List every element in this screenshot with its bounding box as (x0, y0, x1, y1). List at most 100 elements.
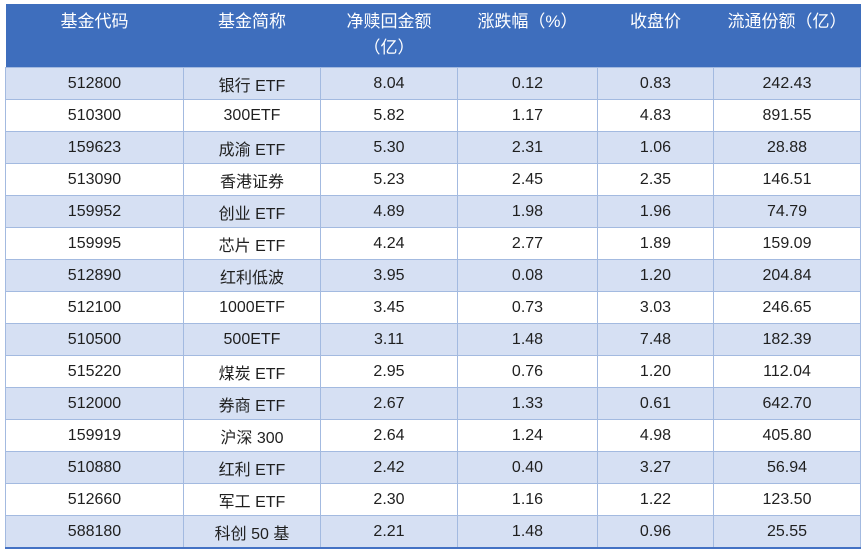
column-header-line: 基金简称 (218, 12, 286, 31)
table-row: 159995 芯片 ETF 4.24 2.77 1.89 159.09 (5, 227, 861, 260)
table-cell: 2.31 (457, 131, 598, 164)
table-cell: 25.55 (713, 515, 861, 549)
table-cell: 2.95 (320, 355, 458, 388)
table-cell: 2.67 (320, 387, 458, 420)
table-cell: 1.96 (597, 195, 714, 228)
table-cell: 创业 ETF (183, 195, 321, 228)
table-cell: 2.30 (320, 483, 458, 516)
table-cell: 0.12 (457, 67, 598, 100)
table-cell: 红利 ETF (183, 451, 321, 484)
table-cell: 3.27 (597, 451, 714, 484)
table-row: 515220 煤炭 ETF 2.95 0.76 1.20 112.04 (5, 355, 861, 388)
table-cell: 香港证券 (183, 163, 321, 196)
table-cell: 512890 (5, 259, 184, 292)
table-cell: 0.76 (457, 355, 598, 388)
table-cell: 1.22 (597, 483, 714, 516)
table-row: 512100 1000ETF 3.45 0.73 3.03 246.65 (5, 291, 861, 324)
column-header-5: 流通份额（亿） (713, 4, 861, 68)
column-header-line: 流通份额（亿） (727, 12, 847, 31)
table-cell: 1.33 (457, 387, 598, 420)
column-header-line: （亿） (363, 38, 415, 57)
table-row: 512890 红利低波 3.95 0.08 1.20 204.84 (5, 259, 861, 292)
table-cell: 588180 (5, 515, 184, 549)
table-cell: 4.24 (320, 227, 458, 260)
table-cell: 0.08 (457, 259, 598, 292)
table-cell: 891.55 (713, 99, 861, 132)
table-cell: 512660 (5, 483, 184, 516)
table-cell: 4.98 (597, 419, 714, 452)
table-row: 512000 券商 ETF 2.67 1.33 0.61 642.70 (5, 387, 861, 420)
table-cell: 513090 (5, 163, 184, 196)
table-cell: 2.45 (457, 163, 598, 196)
column-header-line: 收盘价 (630, 12, 681, 31)
table-cell: 512000 (5, 387, 184, 420)
table-cell: 科创 50 基 (183, 515, 321, 549)
table-cell: 1.89 (597, 227, 714, 260)
table-cell: 74.79 (713, 195, 861, 228)
table-cell: 1000ETF (183, 291, 321, 324)
column-header-1: 基金简称 (183, 4, 321, 68)
table-cell: 0.96 (597, 515, 714, 549)
table-cell: 5.82 (320, 99, 458, 132)
table-cell: 500ETF (183, 323, 321, 356)
table-cell: 159.09 (713, 227, 861, 260)
table-cell: 3.95 (320, 259, 458, 292)
table-cell: 芯片 ETF (183, 227, 321, 260)
table-cell: 成渝 ETF (183, 131, 321, 164)
table-cell: 5.23 (320, 163, 458, 196)
table-cell: 2.64 (320, 419, 458, 452)
table-cell: 1.48 (457, 515, 598, 549)
table-cell: 123.50 (713, 483, 861, 516)
table-cell: 642.70 (713, 387, 861, 420)
table-cell: 146.51 (713, 163, 861, 196)
table-cell: 5.30 (320, 131, 458, 164)
table-cell: 红利低波 (183, 259, 321, 292)
table-cell: 204.84 (713, 259, 861, 292)
table-cell: 2.42 (320, 451, 458, 484)
column-header-3: 涨跌幅（%） (457, 4, 598, 68)
table-cell: 159919 (5, 419, 184, 452)
table-cell: 券商 ETF (183, 387, 321, 420)
table-cell: 28.88 (713, 131, 861, 164)
table-cell: 1.17 (457, 99, 598, 132)
table-header: 基金代码 基金简称 净赎回金额 （亿） 涨跌幅（%） 收盘价 流通份额（亿） (5, 4, 861, 68)
table-row: 513090 香港证券 5.23 2.45 2.35 146.51 (5, 163, 861, 196)
table-cell: 512100 (5, 291, 184, 324)
column-header-0: 基金代码 (5, 4, 184, 68)
table-cell: 银行 ETF (183, 67, 321, 100)
table-cell: 159623 (5, 131, 184, 164)
column-header-line: 涨跌幅（%） (477, 12, 578, 31)
table-cell: 56.94 (713, 451, 861, 484)
table-cell: 3.03 (597, 291, 714, 324)
table-cell: 246.65 (713, 291, 861, 324)
fund-table: 基金代码 基金简称 净赎回金额 （亿） 涨跌幅（%） 收盘价 流通份额（亿） 512800 银… (5, 4, 861, 549)
table-cell: 1.24 (457, 419, 598, 452)
table-row: 159952 创业 ETF 4.89 1.98 1.96 74.79 (5, 195, 861, 228)
table-cell: 1.98 (457, 195, 598, 228)
table-cell: 4.83 (597, 99, 714, 132)
column-header-line: 净赎回金额 (346, 12, 432, 31)
table-row: 510300 300ETF 5.82 1.17 4.83 891.55 (5, 99, 861, 132)
table-cell: 4.89 (320, 195, 458, 228)
table-row: 512660 军工 ETF 2.30 1.16 1.22 123.50 (5, 483, 861, 516)
header-row: 基金代码 基金简称 净赎回金额 （亿） 涨跌幅（%） 收盘价 流通份额（亿） (5, 4, 861, 68)
table-cell: 0.73 (457, 291, 598, 324)
table-row: 512800 银行 ETF 8.04 0.12 0.83 242.43 (5, 67, 861, 100)
table-cell: 510300 (5, 99, 184, 132)
table-cell: 0.83 (597, 67, 714, 100)
table-cell: 510880 (5, 451, 184, 484)
table-cell: 242.43 (713, 67, 861, 100)
table-cell: 182.39 (713, 323, 861, 356)
table-cell: 405.80 (713, 419, 861, 452)
table-cell: 510500 (5, 323, 184, 356)
table-row: 510500 500ETF 3.11 1.48 7.48 182.39 (5, 323, 861, 356)
table-cell: 515220 (5, 355, 184, 388)
table-cell: 2.77 (457, 227, 598, 260)
table-body: 512800 银行 ETF 8.04 0.12 0.83 242.43 510300 300E… (5, 67, 861, 549)
table-cell: 159995 (5, 227, 184, 260)
column-header-2: 净赎回金额 （亿） (320, 4, 458, 68)
table-row: 510880 红利 ETF 2.42 0.40 3.27 56.94 (5, 451, 861, 484)
table-cell: 1.16 (457, 483, 598, 516)
table-cell: 300ETF (183, 99, 321, 132)
